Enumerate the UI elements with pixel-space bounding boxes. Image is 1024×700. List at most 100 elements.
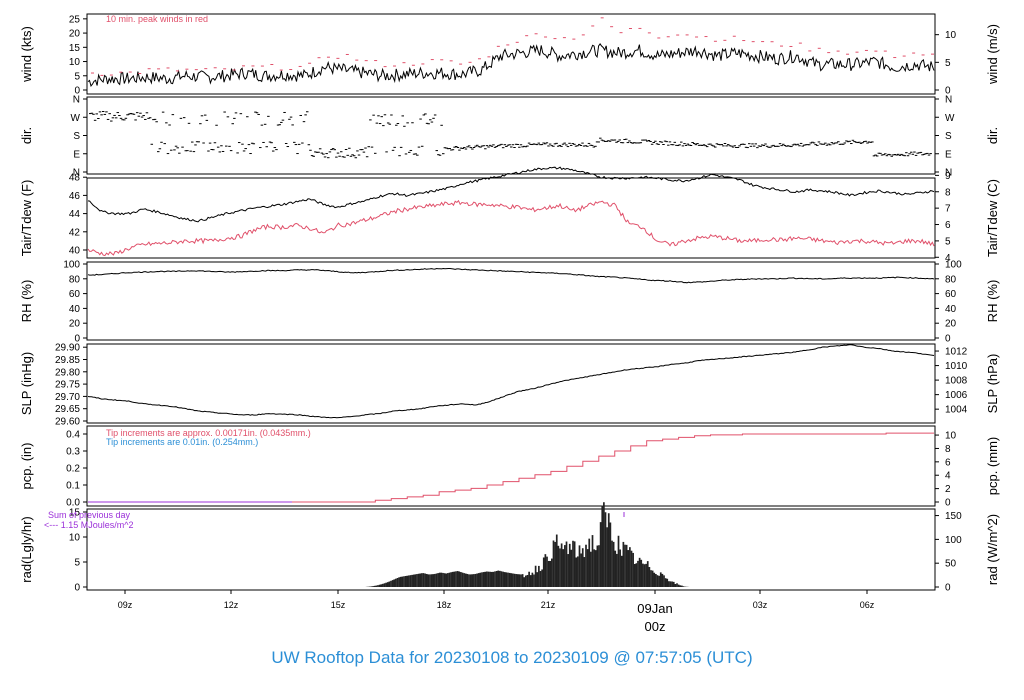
ylabel-left-pcp: pcp. (in) <box>19 443 34 490</box>
right-tick-label: 8 <box>945 187 951 198</box>
right-tick-label: 0 <box>945 334 951 345</box>
rad-note-bottom: <--- 1.15 MJoules/m^2 <box>44 520 134 530</box>
left-tick-label: 44 <box>69 209 81 220</box>
right-tick-label: 7 <box>945 204 951 215</box>
ylabel-left-wind: wind (kts) <box>19 26 34 83</box>
panel-frame-rad <box>86 508 936 591</box>
right-tick-label: 6 <box>945 220 951 231</box>
left-tick-label: 0 <box>74 583 80 594</box>
panel-frame-pcp <box>86 425 936 507</box>
right-tick-label: 9 <box>945 171 951 182</box>
right-tick-label: 150 <box>945 511 962 522</box>
right-tick-label: 10 <box>945 431 957 442</box>
left-tick-label: 0 <box>74 334 80 345</box>
right-tick-label: 1004 <box>945 405 968 416</box>
left-tick-label: 25 <box>69 14 81 25</box>
left-tick-label: 29.60 <box>55 417 80 428</box>
x-tick-label-hour: 00z <box>645 619 666 634</box>
rad-note-top: Sum of previous day <box>48 510 131 520</box>
ylabel-right-wind: wind (m/s) <box>985 24 1000 85</box>
left-tick-label: 20 <box>69 319 81 330</box>
left-tick-label: 0.3 <box>66 447 80 458</box>
right-tick-label: N <box>945 95 952 106</box>
left-tick-label: 42 <box>69 227 81 238</box>
left-tick-label: 0 <box>74 86 80 97</box>
left-tick-label: 48 <box>69 173 81 184</box>
right-tick-label: 20 <box>945 319 957 330</box>
right-tick-label: W <box>945 113 955 124</box>
ylabel-right-temp: Tair/Tdew (C) <box>985 179 1000 257</box>
ylabel-right-dir: dir. <box>985 127 1000 144</box>
left-tick-label: 29.85 <box>55 355 80 366</box>
wind-speed-line <box>87 43 935 87</box>
ylabel-left-dir: dir. <box>19 127 34 144</box>
left-tick-label: W <box>71 113 81 124</box>
x-tick-label: 06z <box>860 600 875 610</box>
right-tick-label: 4 <box>945 471 951 482</box>
ylabel-left-rad: rad(Lgly/hr) <box>19 516 34 582</box>
panel-frame-dir <box>86 96 936 175</box>
left-tick-label: 100 <box>63 260 80 271</box>
rh-line <box>87 267 935 284</box>
right-tick-label: 8 <box>945 444 951 455</box>
left-tick-label: 0.2 <box>66 464 80 475</box>
left-tick-label: 60 <box>69 289 81 300</box>
direction-marks <box>89 110 932 159</box>
left-tick-label: 15 <box>69 508 81 519</box>
right-tick-label: 40 <box>945 304 957 315</box>
left-tick-label: 29.75 <box>55 380 80 391</box>
left-tick-label: 10 <box>69 57 81 68</box>
right-tick-label: 5 <box>945 236 951 247</box>
ylabel-left-slp: SLP (inHg) <box>19 352 34 415</box>
right-tick-label: N <box>945 168 952 179</box>
x-tick-label: 21z <box>541 600 556 610</box>
panel-frame-rh <box>86 261 936 341</box>
air-temperature-line <box>87 166 935 223</box>
panel-frame-wind <box>86 13 936 95</box>
pcp-note-blue: Tip increments are 0.01in. (0.254mm.) <box>106 437 258 447</box>
ylabel-right-slp: SLP (hPa) <box>985 354 1000 414</box>
right-tick-label: 4 <box>945 253 951 264</box>
left-tick-label: 10 <box>69 533 81 544</box>
left-tick-label: 5 <box>74 558 80 569</box>
ylabel-right-pcp: pcp. (mm) <box>985 437 1000 496</box>
left-tick-label: 0.1 <box>66 481 80 492</box>
radiation-bars <box>365 502 690 587</box>
left-tick-label: 29.80 <box>55 367 80 378</box>
ylabel-right-rh: RH (%) <box>985 280 1000 323</box>
left-tick-label: 40 <box>69 246 81 257</box>
right-tick-label: 60 <box>945 289 957 300</box>
left-tick-label: S <box>73 131 80 142</box>
right-tick-label: 2 <box>945 484 951 495</box>
left-tick-label: 46 <box>69 191 81 202</box>
x-tick-label: 15z <box>331 600 346 610</box>
right-tick-label: 0 <box>945 583 951 594</box>
left-tick-label: 80 <box>69 274 81 285</box>
right-tick-label: 80 <box>945 274 957 285</box>
panel-frame-temp <box>86 177 936 259</box>
left-tick-label: 20 <box>69 29 81 40</box>
right-tick-label: S <box>945 131 952 142</box>
left-tick-label: 40 <box>69 304 81 315</box>
right-tick-label: 1012 <box>945 347 968 358</box>
right-tick-label: 100 <box>945 535 962 546</box>
ylabel-right-rad: rad (W/m^2) <box>985 514 1000 585</box>
x-tick-label-date: 09Jan <box>637 601 672 616</box>
right-tick-label: 0 <box>945 498 951 509</box>
right-tick-label: 10 <box>945 30 957 41</box>
ylabel-left-rh: RH (%) <box>19 280 34 323</box>
right-tick-label: 1010 <box>945 361 968 372</box>
wind-note: 10 min. peak winds in red <box>106 14 208 24</box>
right-tick-label: 1008 <box>945 376 968 387</box>
left-tick-label: N <box>73 95 80 106</box>
chart-title: UW Rooftop Data for 20230108 to 20230109… <box>271 648 753 667</box>
left-tick-label: E <box>73 149 80 160</box>
ylabel-left-temp: Tair/Tdew (F) <box>19 180 34 257</box>
left-tick-label: N <box>73 168 80 179</box>
right-tick-label: E <box>945 149 952 160</box>
panel-frame-slp <box>86 343 936 424</box>
left-tick-label: 15 <box>69 43 81 54</box>
left-tick-label: 0.0 <box>66 498 80 509</box>
x-tick-label: 03z <box>753 600 768 610</box>
